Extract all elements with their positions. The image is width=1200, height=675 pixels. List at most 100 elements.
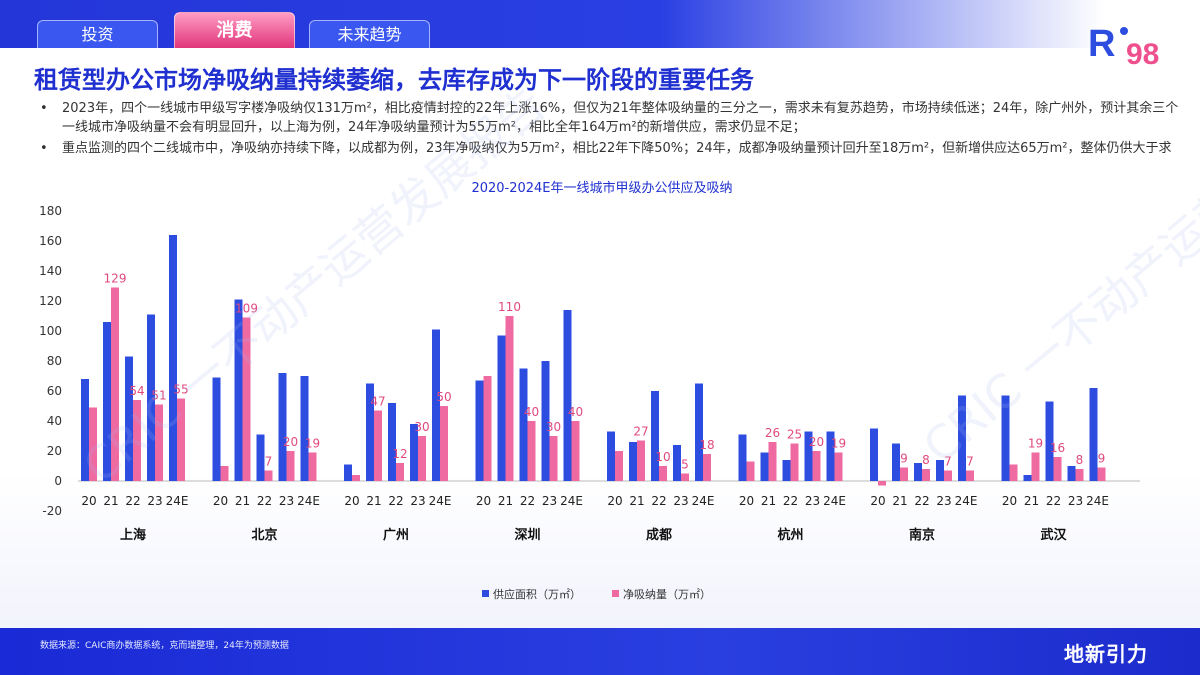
city-label: 南京	[909, 527, 935, 543]
bar-supply-南京-24E	[958, 395, 966, 481]
legend-swatch-supply	[482, 590, 489, 597]
city-label: 深圳	[514, 527, 540, 543]
bar-absorb-广州-23	[418, 436, 426, 481]
x-tick-label: 22	[257, 494, 272, 508]
bar-supply-武汉-20	[1001, 395, 1010, 481]
bar-absorb-南京-20	[878, 481, 886, 486]
data-label: 8	[922, 453, 930, 467]
x-tick-label: 21	[1024, 494, 1039, 508]
bar-supply-深圳-24E	[563, 310, 572, 481]
x-tick-label: 21	[235, 494, 250, 508]
data-label: 47	[370, 395, 385, 409]
y-tick-label: 180	[39, 204, 62, 218]
bar-supply-武汉-23	[1067, 466, 1076, 481]
data-label: 51	[151, 389, 166, 403]
data-label: 30	[414, 420, 429, 434]
bar-absorb-广州-20	[352, 475, 360, 481]
y-tick-label: -20	[42, 504, 62, 518]
bar-supply-武汉-22	[1045, 401, 1054, 481]
data-label: 50	[436, 390, 451, 404]
page-title: 租赁型办公市场净吸纳量持续萎缩，去库存成为下一阶段的重要任务	[34, 66, 754, 94]
x-tick-label: 20	[607, 494, 622, 508]
bar-supply-杭州-24E	[826, 431, 835, 481]
bar-absorb-北京-20	[220, 466, 229, 481]
data-label: 19	[831, 437, 846, 451]
bar-absorb-武汉-23	[1075, 469, 1084, 481]
x-tick-label: 20	[1002, 494, 1017, 508]
x-tick-label: 21	[366, 494, 381, 508]
bar-supply-深圳-23	[541, 361, 550, 481]
bar-absorb-成都-24E	[703, 454, 711, 481]
x-tick-label: 23	[147, 494, 162, 508]
city-label: 上海	[120, 527, 146, 543]
y-tick-label: 60	[47, 384, 62, 398]
bar-supply-成都-22	[651, 391, 659, 481]
bar-supply-南京-20	[870, 428, 878, 481]
data-label: 109	[235, 302, 258, 316]
bar-absorb-上海-20	[89, 407, 97, 481]
bar-supply-上海-21	[103, 322, 111, 481]
bar-absorb-南京-24E	[966, 470, 974, 481]
bar-supply-上海-24E	[169, 235, 177, 481]
x-tick-label: 21	[892, 494, 907, 508]
x-tick-label: 23	[279, 494, 294, 508]
bar-absorb-成都-21	[637, 440, 645, 481]
bar-supply-成都-23	[673, 445, 681, 481]
bar-supply-武汉-21	[1023, 475, 1032, 481]
y-tick-label: 40	[47, 414, 62, 428]
bar-supply-广州-22	[388, 403, 396, 481]
bar-supply-北京-24E	[300, 376, 309, 481]
bar-absorb-杭州-21	[768, 442, 777, 481]
y-tick-label: 80	[47, 354, 62, 368]
y-tick-label: 0	[54, 474, 62, 488]
bar-absorb-广州-22	[396, 463, 404, 481]
bar-supply-上海-20	[81, 379, 89, 481]
bar-absorb-广州-24E	[440, 406, 448, 481]
footer-brand: 地新引力	[1064, 642, 1148, 666]
tab-investment[interactable]: 投资	[37, 20, 158, 48]
city-label: 杭州	[777, 527, 803, 543]
bar-absorb-杭州-23	[812, 451, 821, 481]
data-label: 129	[104, 272, 127, 286]
bar-supply-上海-22	[125, 356, 133, 481]
bar-absorb-上海-21	[111, 287, 119, 481]
y-tick-label: 20	[47, 444, 62, 458]
x-tick-label: 21	[498, 494, 513, 508]
bar-absorb-北京-21	[242, 317, 251, 481]
bar-supply-深圳-21	[497, 335, 506, 481]
bar-absorb-南京-21	[900, 467, 908, 481]
data-label: 55	[173, 383, 188, 397]
bullet-dot-icon: •	[40, 141, 48, 156]
bar-absorb-深圳-23	[549, 436, 558, 481]
data-label: 110	[498, 300, 521, 314]
data-label: 7	[944, 455, 952, 469]
tab-future-trends[interactable]: 未来趋势	[309, 20, 430, 48]
bar-supply-北京-20	[212, 377, 221, 481]
bar-absorb-北京-23	[286, 451, 295, 481]
data-label: 54	[129, 384, 144, 398]
bar-absorb-北京-24E	[308, 452, 317, 481]
svg-text:R: R	[1088, 23, 1115, 65]
bar-supply-广州-20	[344, 464, 352, 481]
data-label: 10	[655, 450, 670, 464]
x-tick-label: 20	[81, 494, 96, 508]
x-tick-label: 23	[1068, 494, 1083, 508]
svg-text:98: 98	[1126, 38, 1159, 71]
y-tick-label: 120	[39, 294, 62, 308]
x-tick-label: 20	[739, 494, 754, 508]
bar-absorb-广州-21	[374, 410, 382, 481]
bar-supply-北京-23	[278, 373, 287, 481]
bar-absorb-深圳-24E	[571, 421, 580, 481]
x-tick-label: 20	[870, 494, 885, 508]
x-tick-label: 23	[542, 494, 557, 508]
data-label: 19	[305, 437, 320, 451]
bar-supply-南京-21	[892, 443, 900, 481]
bar-supply-广州-23	[410, 424, 418, 481]
bar-supply-武汉-24E	[1089, 388, 1098, 481]
data-label: 40	[568, 405, 583, 419]
source-note: 数据来源：CAIC商办数据系统，克而瑞整理，24年为预测数据	[40, 641, 289, 651]
tab-consumption[interactable]: 消费	[174, 12, 295, 48]
bar-absorb-上海-23	[155, 404, 163, 481]
bar-supply-广州-24E	[432, 329, 440, 481]
bar-supply-北京-22	[256, 434, 265, 481]
